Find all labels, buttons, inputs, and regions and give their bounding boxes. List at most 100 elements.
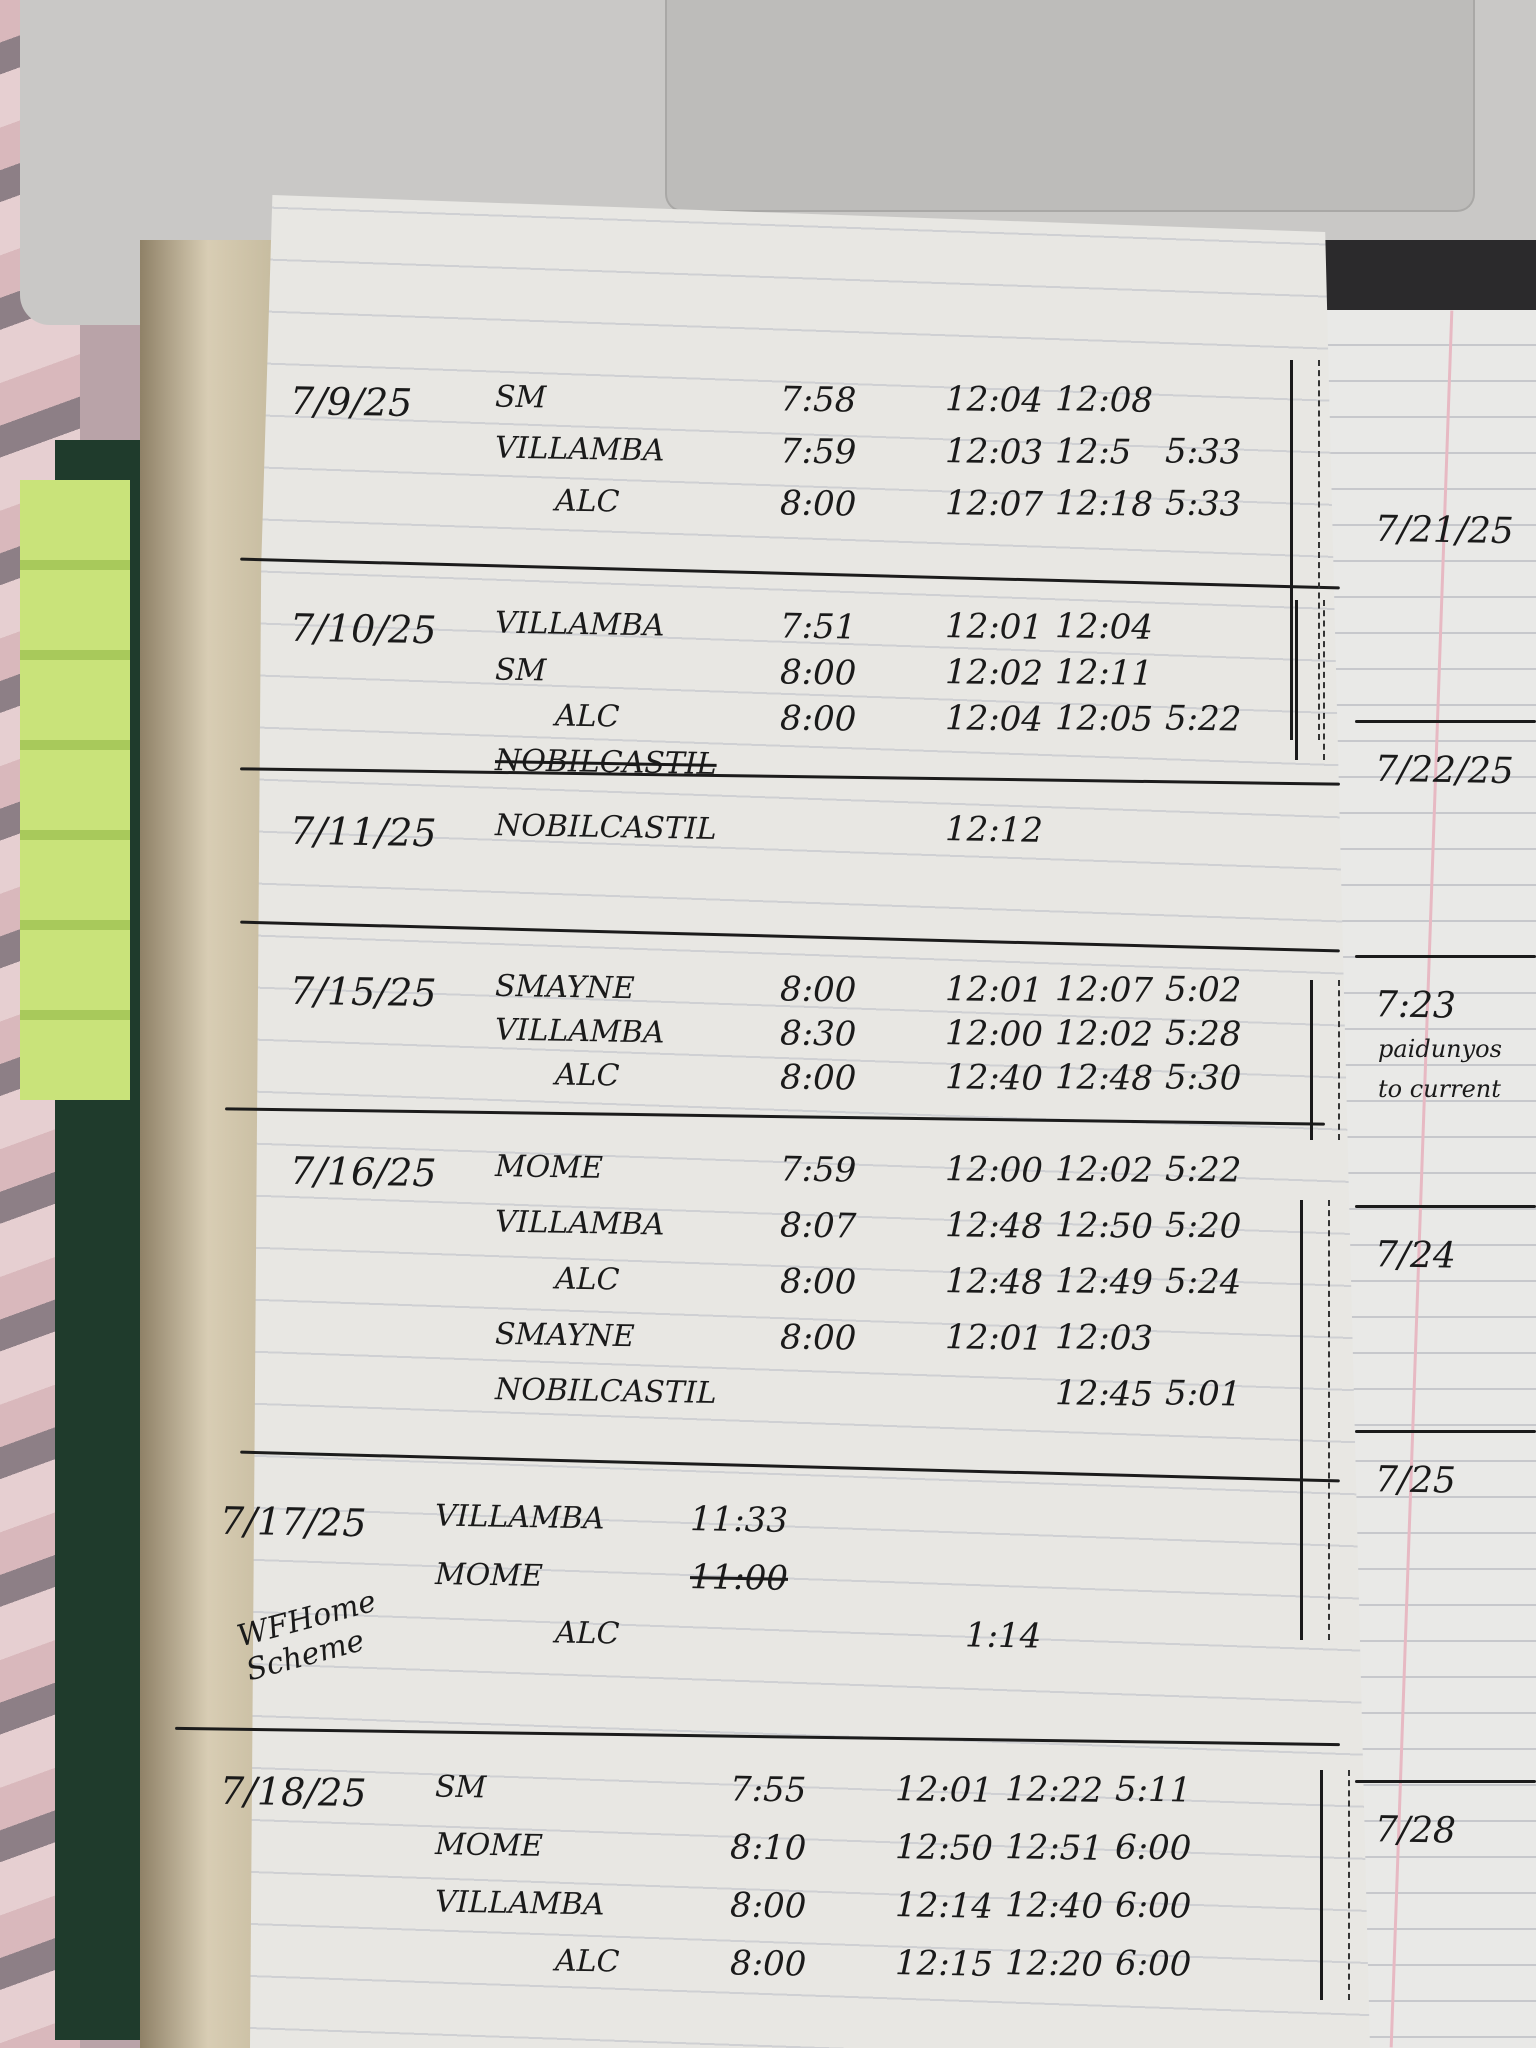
time-entry: 8:30 — [779, 1013, 857, 1055]
time-entry: 12:50 — [1054, 1205, 1154, 1247]
entry-date: 7:23 — [1374, 984, 1457, 1027]
employee-name: ALC — [554, 1057, 620, 1094]
employee-name: Villamba — [494, 1012, 665, 1051]
employee-name: Mome — [494, 1149, 604, 1186]
time-entry: 8:00 — [779, 652, 857, 694]
time-entry: 5:24 — [1164, 1261, 1242, 1303]
entry-date: 7/9/25 — [289, 378, 413, 426]
entry-date: 7/11/25 — [289, 808, 437, 856]
section-divider — [1355, 1205, 1536, 1208]
time-entry: 8:07 — [779, 1205, 857, 1247]
entry-date: 7/21/25 — [1374, 508, 1515, 553]
time-entry: 12:04 — [944, 379, 1044, 421]
time-entry: 12:48 — [944, 1205, 1044, 1247]
signature-scribble — [1300, 1200, 1330, 1640]
entry-date: 7/22/25 — [1374, 748, 1515, 793]
time-entry: 8:00 — [779, 1261, 857, 1303]
time-entry: 12:00 — [944, 1013, 1044, 1055]
time-entry: 12:18 — [1054, 483, 1154, 525]
time-entry: 7:55 — [729, 1769, 807, 1811]
employee-name: ALC — [554, 1261, 620, 1298]
time-entry: 12:45 — [1054, 1373, 1154, 1415]
time-entry: 12:11 — [1054, 652, 1154, 694]
employee-name: Villamba — [494, 605, 665, 644]
time-entry: 12:50 — [894, 1827, 994, 1869]
employee-name: ALC — [554, 483, 620, 520]
time-entry: 11:00 — [689, 1557, 789, 1599]
employee-name: Villamba — [494, 1204, 665, 1243]
section-divider — [1355, 955, 1536, 958]
time-entry: 12:03 — [1054, 1317, 1154, 1359]
entry-date: 7/15/25 — [289, 968, 437, 1016]
time-entry: 5:01 — [1164, 1373, 1242, 1415]
employee-name: ALC — [554, 1615, 620, 1652]
time-entry: 12:22 — [1004, 1769, 1104, 1811]
time-entry: 12:01 — [894, 1769, 994, 1811]
entry-date: 7/25 — [1374, 1459, 1457, 1502]
time-entry: 8:00 — [779, 969, 857, 1011]
time-entry: 5:22 — [1164, 1149, 1242, 1191]
time-entry: 5:30 — [1164, 1057, 1242, 1099]
employee-name: Mome — [434, 1827, 544, 1864]
time-entry: 12:00 — [944, 1149, 1044, 1191]
signature-scribble — [1320, 1770, 1350, 2000]
time-entry: 12:01 — [944, 606, 1044, 648]
time-entry: 7:59 — [779, 431, 857, 473]
employee-name: SM — [434, 1769, 487, 1806]
section-divider — [1355, 1430, 1536, 1433]
time-entry: 12:05 — [1054, 698, 1154, 740]
time-entry: 5:33 — [1164, 431, 1242, 473]
time-entry: 12:03 — [944, 431, 1044, 473]
time-entry: 12:48 — [1054, 1057, 1154, 1099]
time-entry: 12:51 — [1004, 1827, 1104, 1869]
time-entry: 12:15 — [894, 1943, 994, 1985]
employee-name: ALC — [554, 1943, 620, 1980]
signature-scribble — [1295, 600, 1325, 760]
time-entry: 12:14 — [894, 1885, 994, 1927]
time-entry: 12:04 — [1054, 606, 1154, 648]
time-entry: 8:00 — [779, 698, 857, 740]
time-entry: 12:02 — [1054, 1013, 1154, 1055]
employee-name: Villamba — [434, 1884, 605, 1923]
entry-date: 7/17/25 — [219, 1498, 367, 1546]
entry-date: 7/28 — [1374, 1809, 1457, 1852]
background-shadow — [1300, 240, 1536, 320]
entry-note: paidunyos — [1378, 1035, 1502, 1063]
employee-name: SMayne — [494, 1316, 635, 1355]
sticky-tabs — [20, 480, 130, 1100]
time-entry: 12:5 — [1054, 431, 1132, 473]
time-entry: 8:00 — [729, 1885, 807, 1927]
employee-name: SMayne — [494, 968, 635, 1007]
time-entry: 12:20 — [1004, 1943, 1104, 1985]
entry-note: to current — [1378, 1075, 1501, 1103]
employee-name: Mome — [434, 1557, 544, 1594]
section-divider — [1355, 720, 1536, 723]
employee-name: Villamba — [434, 1498, 605, 1537]
time-entry: 5:20 — [1164, 1205, 1242, 1247]
entry-date: 7/24 — [1374, 1234, 1457, 1277]
margin-line — [1389, 310, 1454, 2048]
time-entry: 12:07 — [944, 483, 1044, 525]
time-entry: 5:02 — [1164, 969, 1242, 1011]
time-entry: 12:49 — [1054, 1261, 1154, 1303]
time-entry: 12:02 — [944, 652, 1044, 694]
time-entry: 12:08 — [1054, 379, 1154, 421]
employee-name: Nobilcastil — [494, 1372, 717, 1411]
time-entry: 5:28 — [1164, 1013, 1242, 1055]
time-entry: 7:58 — [779, 379, 857, 421]
time-entry: 8:00 — [779, 483, 857, 525]
time-entry: 12:01 — [944, 1317, 1044, 1359]
time-entry: 12:01 — [944, 969, 1044, 1011]
time-entry: 12:04 — [944, 698, 1044, 740]
time-entry: 6:00 — [1114, 1943, 1192, 1985]
time-entry: 8:00 — [729, 1943, 807, 1985]
time-entry: 5:11 — [1114, 1769, 1192, 1811]
time-entry: 7:51 — [779, 606, 857, 648]
time-entry: 8:00 — [779, 1317, 857, 1359]
signature-scribble — [1290, 360, 1320, 740]
employee-name: Villamba — [494, 430, 665, 469]
employee-name: SM — [494, 379, 547, 416]
employee-name: SM — [494, 652, 547, 689]
time-entry: 6:00 — [1114, 1885, 1192, 1927]
time-entry: 12:40 — [944, 1057, 1044, 1099]
